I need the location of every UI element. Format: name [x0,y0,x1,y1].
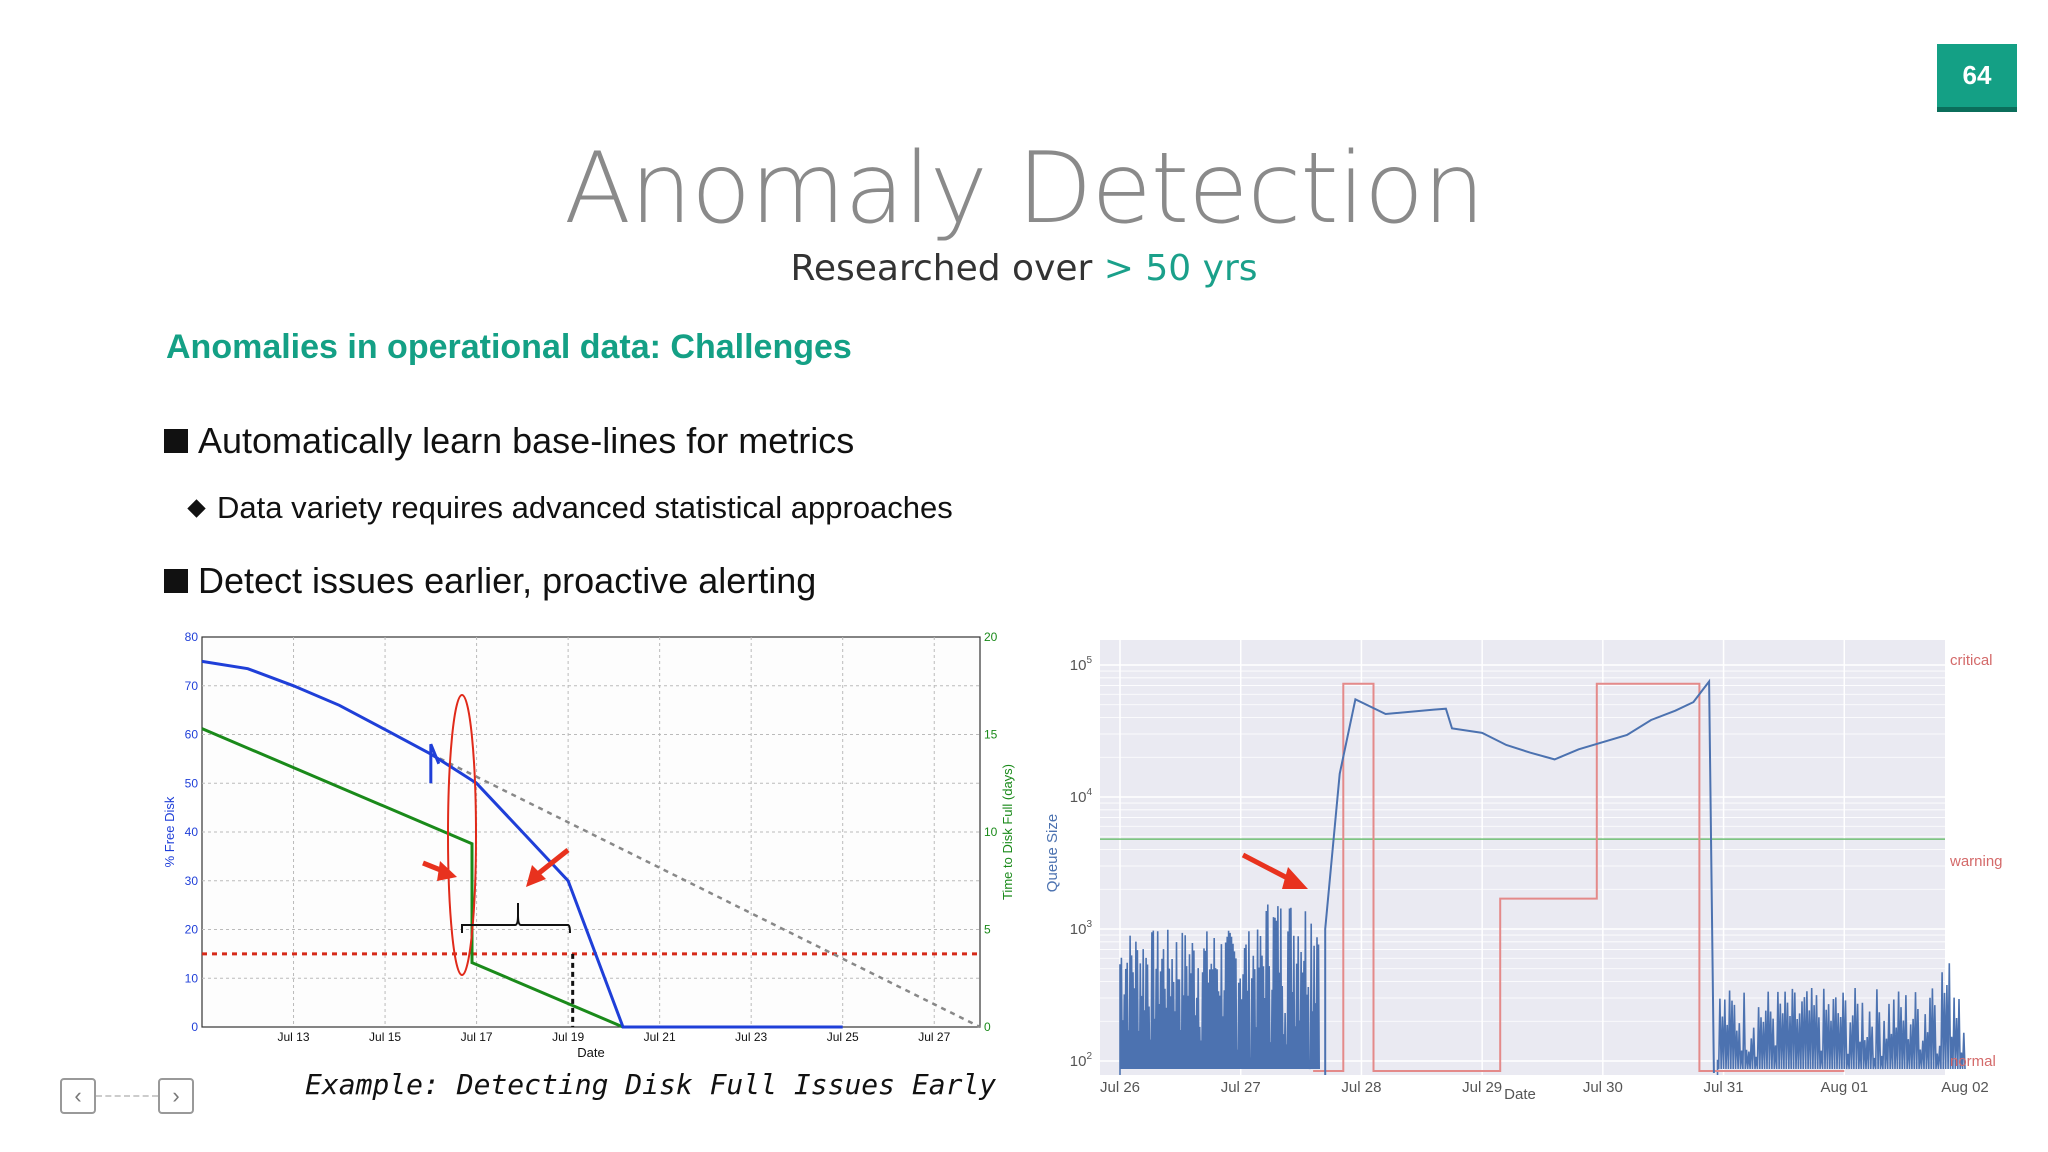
y-tick-label-left: 40 [185,825,199,839]
slide-subtitle: Researched over > 50 yrs [0,248,2048,289]
red-arrow-right [532,848,570,879]
bullet-2-text: Data variety requires advanced statistic… [217,490,953,525]
y-tick-label-left: 80 [185,630,199,644]
free-disk-glitch [429,743,441,784]
y-axis-label-left: % Free Disk [162,796,177,867]
y-tick-label: 105 [1070,655,1093,674]
x-tick-label: Jul 31 [1704,1079,1744,1096]
severity-label-critical: critical [1950,652,1993,669]
time-to-full-line [201,727,624,1029]
x-tick-label: Jul 17 [461,1030,493,1044]
x-tick-label: Jul 29 [1462,1079,1502,1096]
y-tick-label-left: 20 [185,923,199,937]
subtitle-accent: > 50 yrs [1103,248,1258,289]
queue-noise-after [1716,963,1966,1076]
queue-size-chart: Jul 26 Jul 27 Jul 28 Jul 29 Jul 30 Jul 31 Aug … [1044,640,2003,1103]
chevron-left-icon: ‹ [74,1083,82,1108]
x-tick-label: Jul 27 [1221,1079,1261,1096]
projection-line [430,752,981,1029]
y-tick-label-left: 50 [185,776,199,790]
time-bracket [461,903,571,934]
red-arrow-right-head [526,865,546,887]
x-tick-label: Jul 19 [552,1030,584,1044]
prev-slide-button[interactable]: ‹ [60,1078,96,1114]
bullet-1: Automatically learn base-lines for metri… [164,420,854,462]
bullet-3: Detect issues earlier, proactive alertin… [164,560,816,602]
y-tick-label-left: 0 [191,1020,198,1034]
bullet-3-text: Detect issues earlier, proactive alertin… [198,560,817,601]
y-tick-label-left: 70 [185,679,199,693]
next-slide-button[interactable]: › [158,1078,194,1114]
queue-size-line [1324,678,1715,1075]
x-tick-label: Jul 23 [735,1030,767,1044]
y-tick-label-right: 10 [984,825,998,839]
x-tick-label: Jul 28 [1341,1079,1381,1096]
x-tick-label: Jul 27 [918,1030,950,1044]
x-tick-label: Jul 21 [644,1030,676,1044]
y-tick-label: 103 [1070,919,1093,938]
nav-divider [96,1095,158,1097]
x-tick-label: Jul 30 [1583,1079,1623,1096]
severity-label-warning: warning [1949,853,2003,870]
highlight-ellipse [447,694,477,976]
section-heading: Anomalies in operational data: Challenge… [166,328,852,366]
subtitle-main: Researched over [790,248,1093,289]
slide-number-badge: 64 [1937,44,2017,112]
disk-full-chart: Jul 13 Jul 15 Jul 17 Jul 19 Jul 21 Jul 23 Jul … [162,630,1015,1060]
y-tick-label-left: 60 [185,728,199,742]
y-tick-label-right: 15 [984,728,998,742]
x-tick-label: Jul 26 [1100,1079,1140,1096]
red-arrow-left-head [437,861,457,881]
y-tick-label-right: 0 [984,1020,991,1034]
x-tick-label: Jul 25 [827,1030,859,1044]
chevron-right-icon: › [172,1083,180,1108]
square-bullet-icon [164,429,188,453]
y-tick-label-left: 30 [185,874,199,888]
y-tick-label-left: 10 [185,971,199,985]
x-tick-label: Aug 02 [1941,1079,1989,1096]
x-tick-label: Jul 15 [369,1030,401,1044]
y-axis-label: Queue Size [1044,814,1061,892]
square-bullet-icon [164,569,188,593]
bullet-2: Data variety requires advanced statistic… [186,490,953,526]
queue-noise-before [1119,904,1320,1075]
x-tick-label: Jul 13 [278,1030,310,1044]
severity-line [1313,682,1845,1072]
red-arrow-head [1282,867,1308,889]
x-tick-label: Aug 01 [1821,1079,1869,1096]
severity-label-normal: normal [1950,1053,1996,1070]
y-tick-label-right: 5 [984,923,991,937]
y-tick-label: 102 [1070,1051,1093,1070]
slide-title: Anomaly Detection [563,132,1485,246]
x-axis-label: Date [1504,1086,1536,1103]
free-disk-line [201,659,843,1029]
y-tick-label-right: 20 [984,630,998,644]
y-tick-label: 104 [1070,787,1093,806]
x-axis-label: Date [577,1045,604,1060]
y-axis-label-right: Time to Disk Full (days) [1000,764,1015,900]
diamond-bullet-icon [187,498,206,518]
chart-caption: Example: Detecting Disk Full Issues Earl… [305,1068,997,1101]
bullet-1-text: Automatically learn base-lines for metri… [198,420,855,461]
